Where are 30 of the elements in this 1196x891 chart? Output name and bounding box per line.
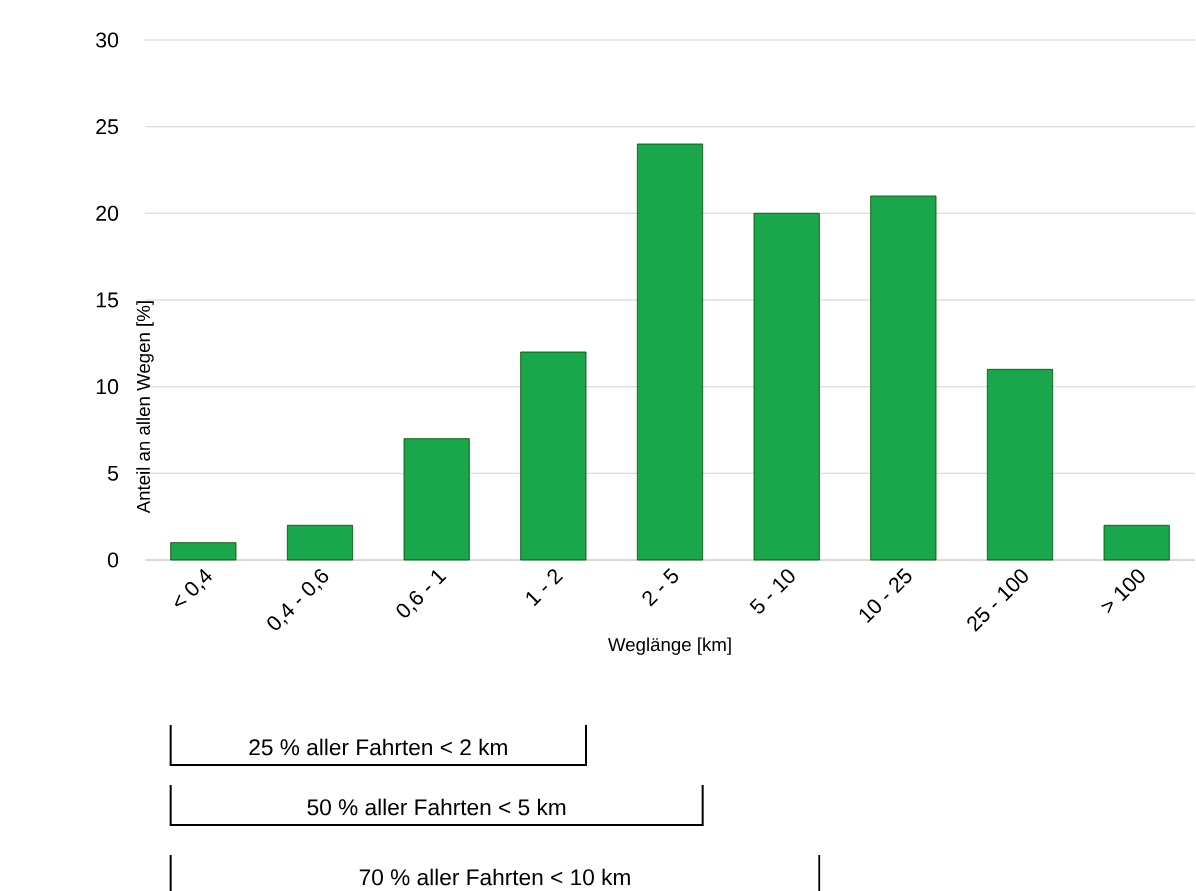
y-tick-label: 0 <box>107 552 119 568</box>
x-tick-label: 25 - 100 <box>967 569 1028 632</box>
x-tick-label: 1 - 2 <box>526 569 564 607</box>
y-tick-label: 30 <box>96 32 119 48</box>
x-tick-label: > 100 <box>1100 569 1145 614</box>
bar <box>870 195 937 561</box>
x-tick-label: < 0,4 <box>174 568 212 607</box>
bar <box>636 143 704 561</box>
y-tick-label: 5 <box>107 465 119 481</box>
bar <box>986 368 1054 561</box>
bar <box>520 351 587 561</box>
y-tick-label: 25 <box>96 119 119 135</box>
text: 25 % aller Fahrten < 2 km <box>249 738 507 756</box>
x-axis-title: Weglänge [km] <box>608 637 731 655</box>
bar <box>170 542 237 561</box>
y-tick-label: 20 <box>96 205 119 221</box>
bar <box>403 438 470 561</box>
y-tick-label: 15 <box>96 292 119 308</box>
bar <box>753 212 820 561</box>
text: 50 % aller Fahrten < 5 km <box>307 798 566 816</box>
bar <box>1103 524 1170 561</box>
bar <box>286 524 354 561</box>
x-tick-label: 0,6 - 1 <box>396 570 447 618</box>
x-tick-label: 0,4 - 0,6 <box>267 569 329 630</box>
x-tick-label: 5 - 10 <box>749 569 795 614</box>
text: 70 % aller Fahrten < 10 km <box>359 868 630 886</box>
y-axis-title: Anteil an allen Wegen [%] <box>136 301 154 514</box>
y-tick-label: 10 <box>96 379 119 395</box>
x-tick-label: 2 - 5 <box>642 568 679 607</box>
x-tick-label: 10 - 25 <box>859 568 912 623</box>
